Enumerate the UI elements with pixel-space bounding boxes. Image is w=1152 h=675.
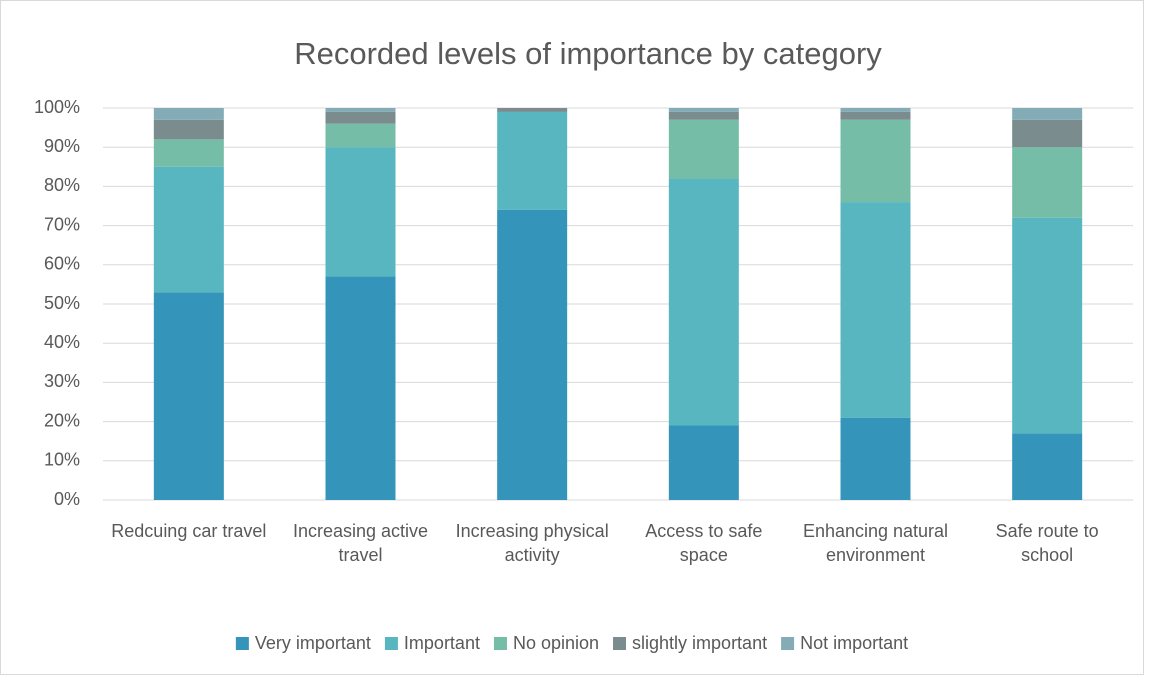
y-tick-label: 40% (44, 332, 80, 352)
bar-segment (1012, 119, 1083, 148)
bar-segment (668, 108, 739, 112)
bar-segment (325, 108, 396, 112)
bar-segment (325, 276, 396, 500)
legend-swatch (781, 637, 795, 650)
y-tick-label: 70% (44, 214, 80, 234)
bar-segment (1012, 217, 1083, 434)
bar-segment (497, 209, 568, 501)
bar-segment (1012, 108, 1083, 120)
bar-segment (497, 108, 568, 112)
bar-segment (325, 147, 396, 277)
bar-segment (153, 292, 224, 500)
y-tick-label: 90% (44, 136, 80, 156)
bar-segment (840, 417, 911, 500)
y-tick-label: 50% (44, 293, 80, 313)
bar-segment (668, 119, 739, 179)
bar-segment (840, 119, 911, 203)
y-tick-label: 10% (44, 450, 80, 470)
y-tick-label: 0% (54, 489, 80, 509)
legend-label: slightly important (632, 633, 767, 653)
bar-segment (153, 108, 224, 120)
bar-segment (668, 178, 739, 426)
bar-segment (840, 108, 911, 112)
bar-segment (668, 111, 739, 120)
chart-title: Recorded levels of importance by categor… (294, 36, 882, 71)
legend-swatch (235, 637, 249, 650)
x-tick-label: Increasing active travel (293, 521, 428, 565)
legend-label: No opinion (513, 633, 599, 653)
legend-swatch (384, 637, 398, 650)
x-tick-label: Increasing physical activity (456, 521, 609, 565)
bar-segment (153, 139, 224, 167)
x-tick-label: Redcuing car travel (111, 521, 266, 541)
bar-segment (1012, 433, 1083, 500)
bar-segment (153, 166, 224, 293)
bar-segment (668, 425, 739, 500)
bar-segment (325, 123, 396, 148)
y-tick-label: 80% (44, 175, 80, 195)
bar-segment (840, 111, 911, 120)
bar-segment (325, 111, 396, 124)
legend-label: Important (404, 633, 480, 653)
legend-label: Very important (255, 633, 371, 653)
x-tick-label: Safe route to school (996, 521, 1099, 565)
bar-segment (153, 119, 224, 140)
y-tick-label: 20% (44, 410, 80, 430)
y-tick-label: 100% (34, 97, 80, 117)
bar-segment (1012, 147, 1083, 218)
y-tick-label: 30% (44, 371, 80, 391)
legend-swatch (493, 637, 507, 650)
bar-segment (840, 202, 911, 418)
y-tick-label: 60% (44, 254, 80, 274)
legend-label: Not important (800, 633, 908, 653)
x-tick-label: Enhancing natural environment (803, 521, 948, 565)
legend-swatch (613, 637, 627, 650)
x-tick-label: Access to safe space (645, 521, 762, 565)
bar-segment (497, 111, 568, 210)
